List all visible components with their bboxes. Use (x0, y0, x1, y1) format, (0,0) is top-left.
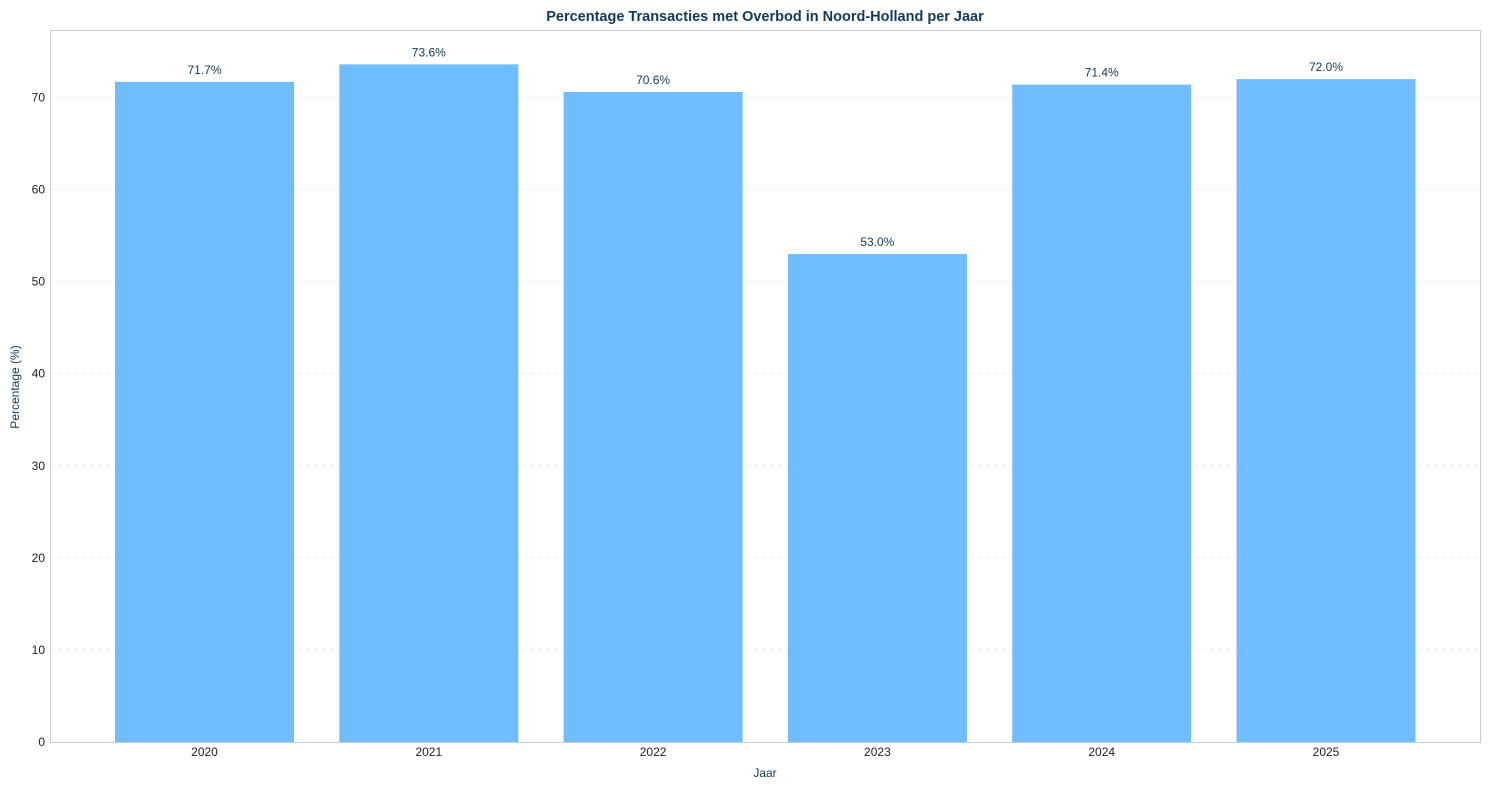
x-axis-label: Jaar (753, 766, 776, 780)
grid-layer (50, 97, 1481, 651)
data-label: 71.4% (1085, 66, 1119, 80)
x-tick-label: 2024 (1088, 745, 1115, 759)
y-tick-label: 70 (32, 91, 46, 105)
y-tick-label: 30 (32, 459, 46, 473)
bar (339, 64, 519, 742)
y-axis: 0 10 20 30 40 50 60 70 (32, 91, 46, 749)
bar (563, 92, 743, 743)
y-tick-label: 60 (32, 183, 46, 197)
plot-frame (50, 30, 1481, 743)
data-label: 72.0% (1309, 60, 1343, 74)
data-label: 70.6% (636, 73, 670, 87)
x-axis: 2020 2021 2022 2023 2024 2025 (191, 745, 1340, 759)
y-tick-label: 0 (38, 735, 45, 749)
x-tick-label: 2021 (415, 745, 442, 759)
y-axis-label: Percentage (%) (8, 345, 22, 428)
data-label: 73.6% (412, 45, 446, 59)
bar (1236, 79, 1416, 742)
bar (787, 254, 967, 742)
y-tick-label: 40 (32, 367, 46, 381)
x-tick-label: 2022 (640, 745, 667, 759)
y-tick-label: 10 (32, 643, 46, 657)
chart-title: Percentage Transacties met Overbod in No… (546, 9, 984, 25)
data-labels-layer: 71.7% 73.6% 70.6% 53.0% 71.4% 72.0% (187, 45, 1343, 249)
bar (115, 81, 294, 742)
y-tick-label: 50 (32, 275, 46, 289)
x-tick-label: 2025 (1313, 745, 1340, 759)
x-tick-label: 2020 (191, 745, 218, 759)
bars-layer (115, 64, 1416, 743)
data-label: 71.7% (187, 63, 221, 77)
bar (1012, 84, 1192, 743)
x-tick-label: 2023 (864, 745, 891, 759)
y-tick-label: 20 (32, 551, 46, 565)
data-label: 53.0% (860, 235, 894, 249)
